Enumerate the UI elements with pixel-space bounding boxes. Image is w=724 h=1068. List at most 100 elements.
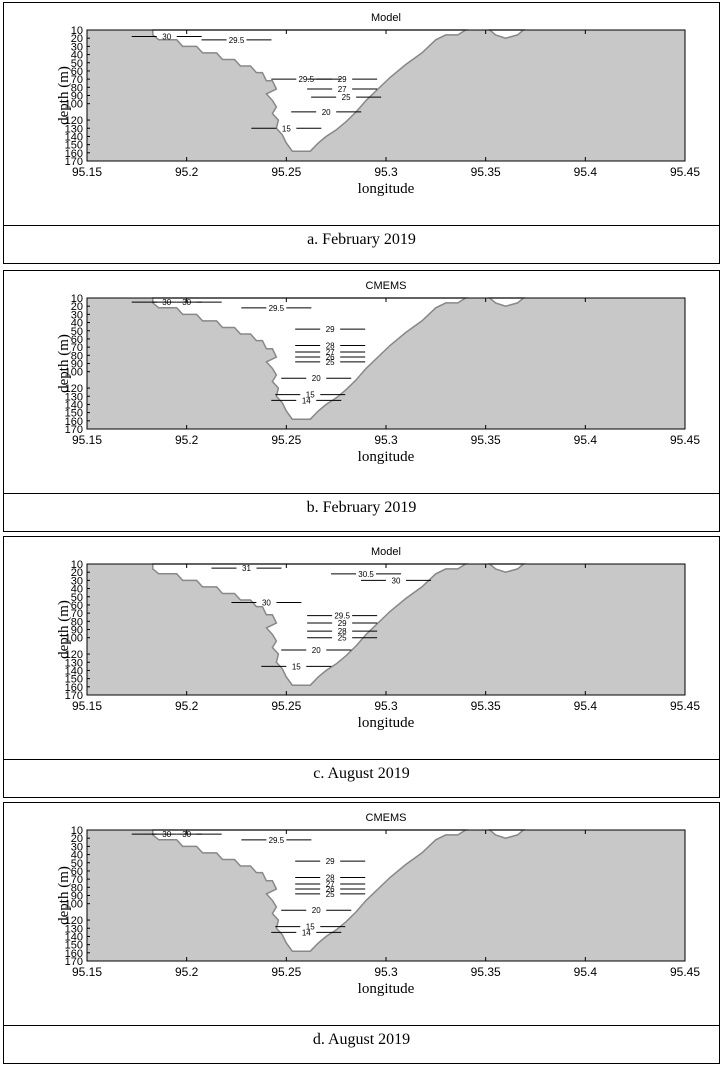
contour-label: 29.5 — [229, 36, 245, 45]
contour-label: 15 — [306, 923, 315, 932]
contour-label: 20 — [312, 374, 321, 383]
y-tick-label: 10 — [71, 25, 83, 37]
x-axis-label: longitude — [358, 715, 415, 731]
contour-label: 29 — [326, 325, 335, 334]
y-tick-label: 120 — [65, 383, 83, 395]
figure-panel-a: 30 29.5 29.5 29 27 25 20 15 Model 95.15 95.2 95.25 9… — [3, 2, 720, 264]
x-tick-label: 95.35 — [471, 699, 501, 713]
x-tick-label: 95.4 — [574, 965, 598, 979]
y-axis-label: depth (m) — [56, 334, 72, 393]
water-section — [152, 29, 469, 152]
y-tick-label: 50 — [71, 858, 83, 870]
y-tick-label: 170 — [65, 956, 83, 968]
contour-label: 30 — [162, 33, 171, 42]
contour-label: 20 — [322, 108, 331, 117]
x-tick-label: 95.35 — [471, 433, 501, 447]
x-tick-label: 95.4 — [574, 699, 598, 713]
figure-panel-b: 30 30 29.5 29 28 27 26 25 20 15 14 CMEMS 95.15 95.2 95… — [3, 270, 720, 532]
contour-label: 14 — [302, 928, 311, 937]
x-tick-label: 95.45 — [670, 699, 700, 713]
figure-panel-c: 31 30.5 30 30 29.5 29 28 25 20 15 Model 95.15 95.2 95… — [3, 536, 720, 798]
contour-label: 25 — [338, 634, 347, 643]
y-tick-label: 70 — [71, 874, 83, 886]
y-tick-label: 160 — [65, 948, 83, 960]
chart-title: Model — [371, 12, 401, 24]
x-tick-label: 95.4 — [574, 165, 598, 179]
y-tick-label: 90 — [71, 359, 83, 371]
y-tick-label: 100 — [65, 633, 83, 645]
y-tick-label: 100 — [65, 367, 83, 379]
x-tick-label: 95.25 — [271, 965, 301, 979]
y-tick-label: 150 — [65, 940, 83, 952]
contour-label: 29 — [338, 75, 347, 84]
x-tick-label: 95.45 — [670, 433, 700, 447]
y-tick-label: 90 — [71, 91, 83, 103]
x-tick-label: 95.15 — [72, 433, 102, 447]
contour-label: 28 — [326, 873, 335, 882]
y-tick-label: 70 — [71, 608, 83, 620]
y-tick-label: 170 — [65, 690, 83, 702]
water-section — [152, 297, 469, 420]
y-tick-label: 40 — [71, 850, 83, 862]
contour-label: 30 — [182, 298, 191, 307]
y-tick-label: 150 — [65, 674, 83, 686]
x-tick-label: 95.2 — [175, 433, 199, 447]
contour-label: 29.5 — [269, 836, 285, 845]
y-tick-label: 50 — [71, 58, 83, 70]
x-tick-label: 95.25 — [271, 433, 301, 447]
y-tick-label: 70 — [71, 342, 83, 354]
y-tick-label: 80 — [71, 882, 83, 894]
y-tick-label: 170 — [65, 156, 83, 168]
y-axis-label: depth (m) — [56, 600, 72, 659]
y-tick-label: 20 — [71, 301, 83, 313]
chart-title: CMEMS — [366, 812, 407, 824]
y-tick-label: 90 — [71, 891, 83, 903]
y-tick-label: 120 — [65, 115, 83, 127]
y-tick-label: 120 — [65, 915, 83, 927]
contour-label: 27 — [338, 85, 347, 94]
y-tick-label: 10 — [71, 825, 83, 837]
contour-label: 25 — [326, 890, 335, 899]
x-tick-label: 95.25 — [271, 165, 301, 179]
y-tick-label: 50 — [71, 326, 83, 338]
y-tick-label: 120 — [65, 649, 83, 661]
y-tick-label: 30 — [71, 309, 83, 321]
y-tick-label: 130 — [65, 657, 83, 669]
contour-label: 15 — [282, 124, 291, 133]
x-tick-label: 95.45 — [670, 165, 700, 179]
contour-label: 26 — [326, 353, 335, 362]
contour-label: 25 — [342, 93, 351, 102]
panel-caption: a. February 2019 — [307, 231, 416, 248]
y-tick-label: 130 — [65, 923, 83, 935]
y-tick-label: 30 — [71, 841, 83, 853]
x-tick-label: 95.45 — [670, 965, 700, 979]
y-axis-label: depth (m) — [56, 66, 72, 125]
contour-label: 27 — [326, 880, 335, 889]
contour-label: 20 — [312, 906, 321, 915]
contour-label: 30 — [392, 576, 401, 585]
x-tick-label: 95.35 — [471, 965, 501, 979]
y-tick-label: 40 — [71, 318, 83, 330]
contour-label: 31 — [242, 564, 251, 573]
panel-caption: c. August 2019 — [313, 765, 410, 782]
y-tick-label: 90 — [71, 625, 83, 637]
y-tick-label: 60 — [71, 66, 83, 78]
y-tick-label: 60 — [71, 334, 83, 346]
contour-label: 26 — [326, 885, 335, 894]
contour-label: 15 — [292, 662, 301, 671]
y-tick-label: 130 — [65, 391, 83, 403]
y-tick-label: 10 — [71, 559, 83, 571]
x-axis-label: longitude — [358, 449, 415, 465]
y-tick-label: 140 — [65, 131, 83, 143]
y-tick-label: 30 — [71, 575, 83, 587]
x-axis-label: longitude — [358, 981, 415, 997]
x-tick-label: 95.2 — [175, 965, 199, 979]
contour-label: 28 — [326, 341, 335, 350]
x-tick-label: 95.15 — [72, 699, 102, 713]
y-tick-label: 140 — [65, 665, 83, 677]
contour-label: 27 — [326, 348, 335, 357]
y-tick-label: 10 — [71, 293, 83, 305]
